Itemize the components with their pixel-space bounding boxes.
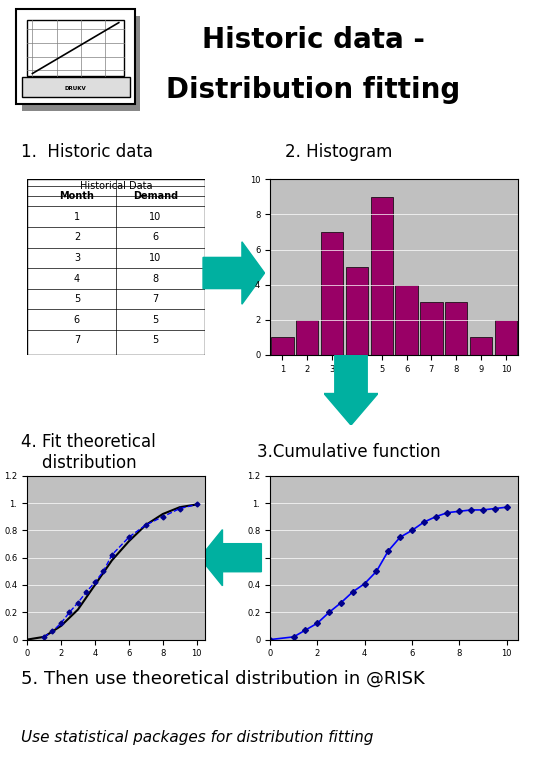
Text: 2: 2 <box>74 232 80 243</box>
FancyBboxPatch shape <box>22 16 140 111</box>
Bar <box>395 285 418 355</box>
FancyBboxPatch shape <box>27 179 205 355</box>
Polygon shape <box>200 530 261 586</box>
Text: 6: 6 <box>152 232 158 243</box>
Text: 4: 4 <box>74 274 80 283</box>
Text: 6: 6 <box>74 315 80 324</box>
Text: Demand: Demand <box>133 191 178 201</box>
Bar <box>271 337 294 355</box>
Text: 3: 3 <box>74 253 80 263</box>
Bar <box>495 320 517 355</box>
Bar <box>370 197 393 355</box>
Text: DRUKV: DRUKV <box>65 86 86 90</box>
Text: 7: 7 <box>152 294 158 304</box>
Text: 5. Then use theoretical distribution in @RISK: 5. Then use theoretical distribution in … <box>21 669 425 688</box>
Text: 5: 5 <box>152 315 158 324</box>
Text: Historical Data: Historical Data <box>80 181 152 190</box>
Text: 1: 1 <box>74 211 80 222</box>
FancyBboxPatch shape <box>16 9 135 104</box>
Text: 10: 10 <box>149 211 161 222</box>
Bar <box>346 267 368 355</box>
Text: Distribution fitting: Distribution fitting <box>166 76 460 105</box>
Bar <box>296 320 319 355</box>
Polygon shape <box>203 242 265 304</box>
FancyBboxPatch shape <box>27 20 124 76</box>
Text: 8: 8 <box>152 274 158 283</box>
Text: 5: 5 <box>74 294 80 304</box>
Text: 1.  Historic data: 1. Historic data <box>21 143 153 161</box>
Text: Month: Month <box>59 191 94 201</box>
Bar <box>420 302 443 355</box>
Text: 3.Cumulative function: 3.Cumulative function <box>257 443 441 462</box>
FancyBboxPatch shape <box>22 77 130 98</box>
Bar <box>321 232 343 355</box>
Text: 2. Histogram: 2. Histogram <box>285 143 393 161</box>
Bar <box>445 302 468 355</box>
Polygon shape <box>324 355 378 425</box>
Bar <box>470 337 492 355</box>
Text: 10: 10 <box>149 253 161 263</box>
Text: Use statistical packages for distribution fitting: Use statistical packages for distributio… <box>21 729 374 745</box>
Text: 7: 7 <box>74 335 80 346</box>
Text: 4. Fit theoretical
    distribution: 4. Fit theoretical distribution <box>21 433 156 472</box>
Text: Historic data -: Historic data - <box>202 26 424 54</box>
Text: 5: 5 <box>152 335 158 346</box>
